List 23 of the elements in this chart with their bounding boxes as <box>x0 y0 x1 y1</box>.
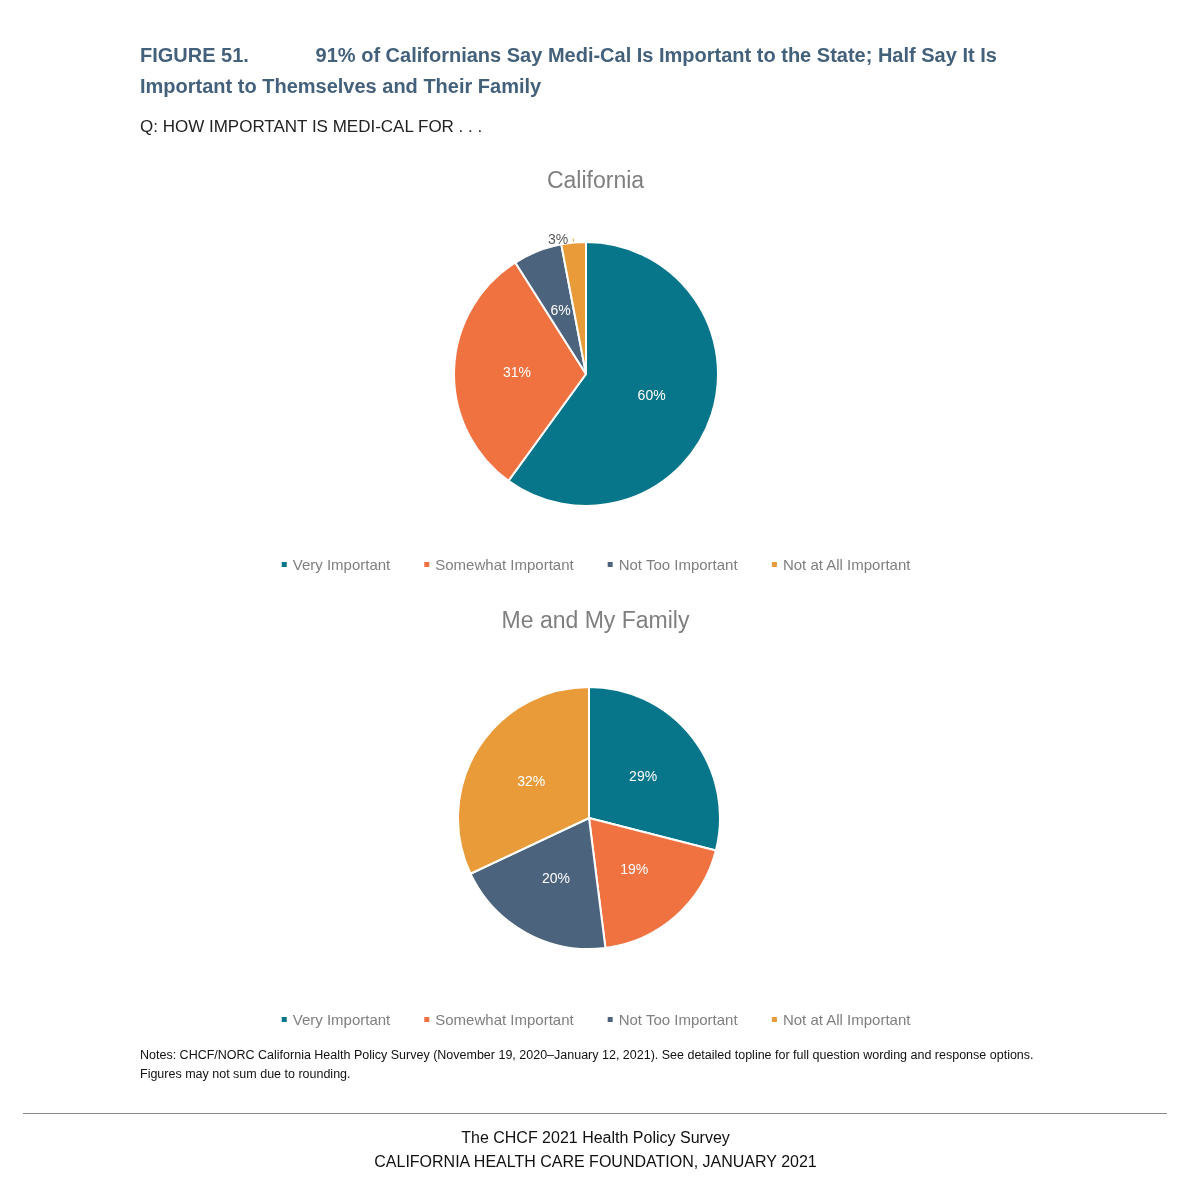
text: Notes: CHCF/NORC California Health Policy Survey (November 19, 2020–January 12, 2021). See detailed topline for full question wording and response options. Figures may not sum due to rounding. <box>140 1047 1035 1083</box>
legend-label: Very Important <box>292 1011 392 1028</box>
data-label: 19% <box>620 861 649 878</box>
legend-label: Very Important <box>292 556 392 573</box>
text: Q: HOW IMPORTANT IS MEDI-CAL FOR . . . <box>140 117 483 137</box>
data-label: 29% <box>629 768 658 785</box>
legend-label: Not Too Important <box>618 556 739 573</box>
legend-label: Not at All Important <box>782 556 912 573</box>
text: CALIFORNIA HEALTH CARE FOUNDATION, JANUARY 2021 <box>373 1153 818 1171</box>
text: The CHCF 2021 Health Policy Survey <box>460 1129 731 1147</box>
data-label: 60% <box>637 387 666 404</box>
legend-label: Somewhat Important <box>435 556 575 573</box>
caption: FIGURE 51. 91% of Californians Say Medi-Cal Is Important to the State; Half Say It Is Important to Themselves and Their Family <box>140 43 998 99</box>
data-label: 32% <box>517 773 546 790</box>
data-label: 3% <box>547 230 569 247</box>
legend-label: Not at All Important <box>782 1011 912 1028</box>
legend-label: Somewhat Important <box>435 1011 575 1028</box>
data-label: 31% <box>503 363 532 380</box>
legend-label: Not Too Important <box>618 1011 739 1028</box>
data-label: 20% <box>541 870 571 887</box>
chart-title: Me and My Family <box>501 606 690 633</box>
chart-title: California <box>546 166 645 193</box>
data-label: 6% <box>550 301 571 318</box>
